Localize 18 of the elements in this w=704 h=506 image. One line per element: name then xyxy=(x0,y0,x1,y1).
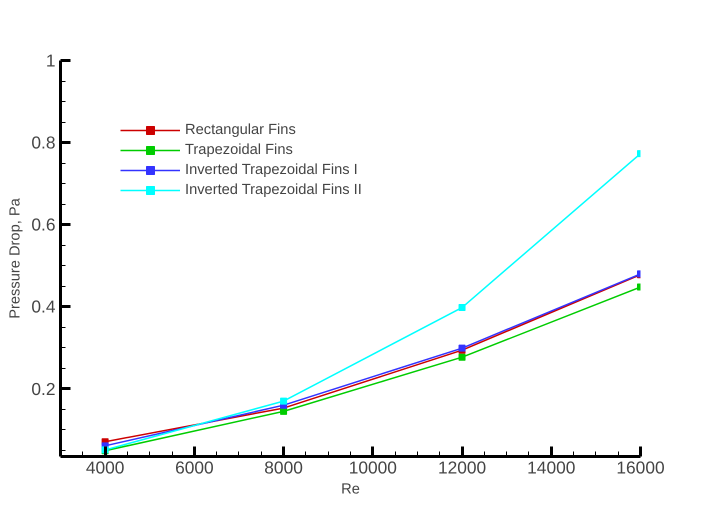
y-tick-label: 1 xyxy=(46,50,56,70)
x-tick-label: 14000 xyxy=(527,458,576,478)
y-tick-label: 0.8 xyxy=(31,132,56,153)
x-tick-label: 12000 xyxy=(438,458,486,478)
y-tick-label: 0.6 xyxy=(31,214,56,235)
x-axis-title: Re xyxy=(341,482,360,498)
y-axis-title: Pressure Drop, Pa xyxy=(7,197,24,319)
legend-label: Rectangular Fins xyxy=(185,122,296,138)
legend-label: Inverted Trapezoidal Fins I xyxy=(185,162,358,178)
legend-label: Trapezoidal Fins xyxy=(185,142,293,158)
x-tick-label: 6000 xyxy=(175,458,214,478)
x-tick-label: 8000 xyxy=(264,458,303,478)
legend-label: Inverted Trapezoidal Fins II xyxy=(185,182,362,198)
x-tick-label: 16000 xyxy=(616,458,665,478)
y-tick-label: 0.4 xyxy=(31,296,56,317)
y-tick-label: 0.2 xyxy=(31,378,56,399)
x-tick-label: 10000 xyxy=(348,458,397,478)
x-tick-label: 4000 xyxy=(86,458,124,478)
